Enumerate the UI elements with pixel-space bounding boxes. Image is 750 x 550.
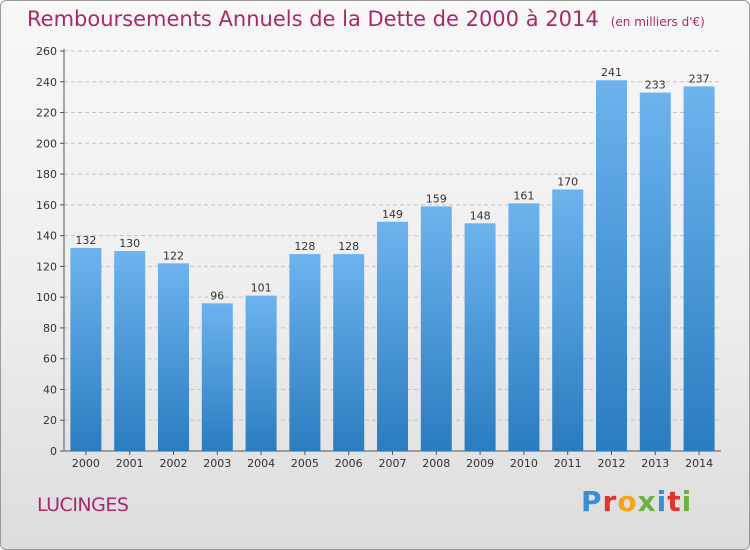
logo-letter: t <box>667 485 682 518</box>
commune-name: LUCINGES <box>37 494 129 516</box>
bar <box>201 303 233 451</box>
bars <box>70 80 715 452</box>
y-tick-label: 0 <box>50 445 57 458</box>
y-tick-label: 140 <box>36 230 57 243</box>
x-tick-label: 2014 <box>685 457 713 470</box>
logo-letter: o <box>617 485 638 518</box>
logo-letter: r <box>602 485 618 518</box>
y-tick-label: 220 <box>36 107 57 120</box>
y-tick-label: 240 <box>36 76 57 89</box>
data-label: 132 <box>75 234 96 247</box>
x-tick-label: 2013 <box>641 457 669 470</box>
bar <box>508 203 540 451</box>
bar <box>289 254 321 451</box>
data-label: 148 <box>470 209 491 222</box>
data-label: 122 <box>163 249 184 262</box>
chart-title: Remboursements Annuels de la Dette de 20… <box>27 7 705 31</box>
x-tick-label: 2006 <box>335 457 363 470</box>
y-tick-label: 200 <box>36 137 57 150</box>
bar <box>333 254 365 451</box>
x-tick-label: 2008 <box>422 457 450 470</box>
bar <box>158 263 189 451</box>
bar <box>552 189 584 451</box>
x-tick-label: 2002 <box>160 457 188 470</box>
x-tick-label: 2010 <box>510 457 538 470</box>
data-label: 149 <box>382 208 403 221</box>
data-label: 237 <box>689 72 710 85</box>
bar <box>596 80 627 451</box>
chart-unit: (en milliers d'€) <box>610 15 705 29</box>
bar <box>245 295 277 451</box>
x-tick-label: 2000 <box>72 457 100 470</box>
x-tick-label: 2012 <box>598 457 626 470</box>
logo-letter: P <box>581 485 603 518</box>
data-label: 159 <box>426 192 447 205</box>
logo-letter: x <box>637 485 657 518</box>
x-tick-label: 2001 <box>116 457 144 470</box>
data-label: 161 <box>513 189 534 202</box>
data-label: 128 <box>294 240 315 253</box>
bar <box>464 223 496 451</box>
proxiti-logo[interactable]: Proxiti <box>581 485 692 518</box>
logo-letter: i <box>681 485 693 518</box>
bar <box>377 221 408 451</box>
x-tick-label: 2003 <box>203 457 231 470</box>
data-label: 128 <box>338 240 359 253</box>
labels: 0 20 40 60 80 100 120 140 160 180 200 220 240 260 132 2… <box>36 45 713 470</box>
x-tick-label: 2011 <box>554 457 582 470</box>
y-tick-label: 120 <box>36 260 57 273</box>
y-tick-label: 180 <box>36 168 57 181</box>
bar <box>70 247 102 451</box>
bar <box>639 92 671 452</box>
data-label: 96 <box>210 289 224 302</box>
bar <box>420 206 452 451</box>
data-label: 170 <box>557 175 578 188</box>
y-tick-label: 100 <box>36 291 57 304</box>
data-label: 130 <box>119 237 140 250</box>
bar <box>114 251 146 451</box>
chart-title-text: Remboursements Annuels de la Dette de 20… <box>27 7 599 31</box>
x-tick-label: 2004 <box>247 457 275 470</box>
x-tick-label: 2007 <box>379 457 407 470</box>
logo-letter: i <box>656 485 668 518</box>
y-tick-label: 60 <box>43 353 57 366</box>
data-label: 101 <box>251 282 272 295</box>
x-tick-label: 2009 <box>466 457 494 470</box>
y-tick-label: 160 <box>36 199 57 212</box>
data-label: 241 <box>601 66 622 79</box>
data-label: 233 <box>645 79 666 92</box>
y-tick-label: 40 <box>43 383 57 396</box>
x-tick-label: 2005 <box>291 457 319 470</box>
y-tick-label: 260 <box>36 45 57 58</box>
bar <box>683 86 715 451</box>
y-tick-label: 20 <box>43 414 57 427</box>
y-tick-label: 80 <box>43 322 57 335</box>
